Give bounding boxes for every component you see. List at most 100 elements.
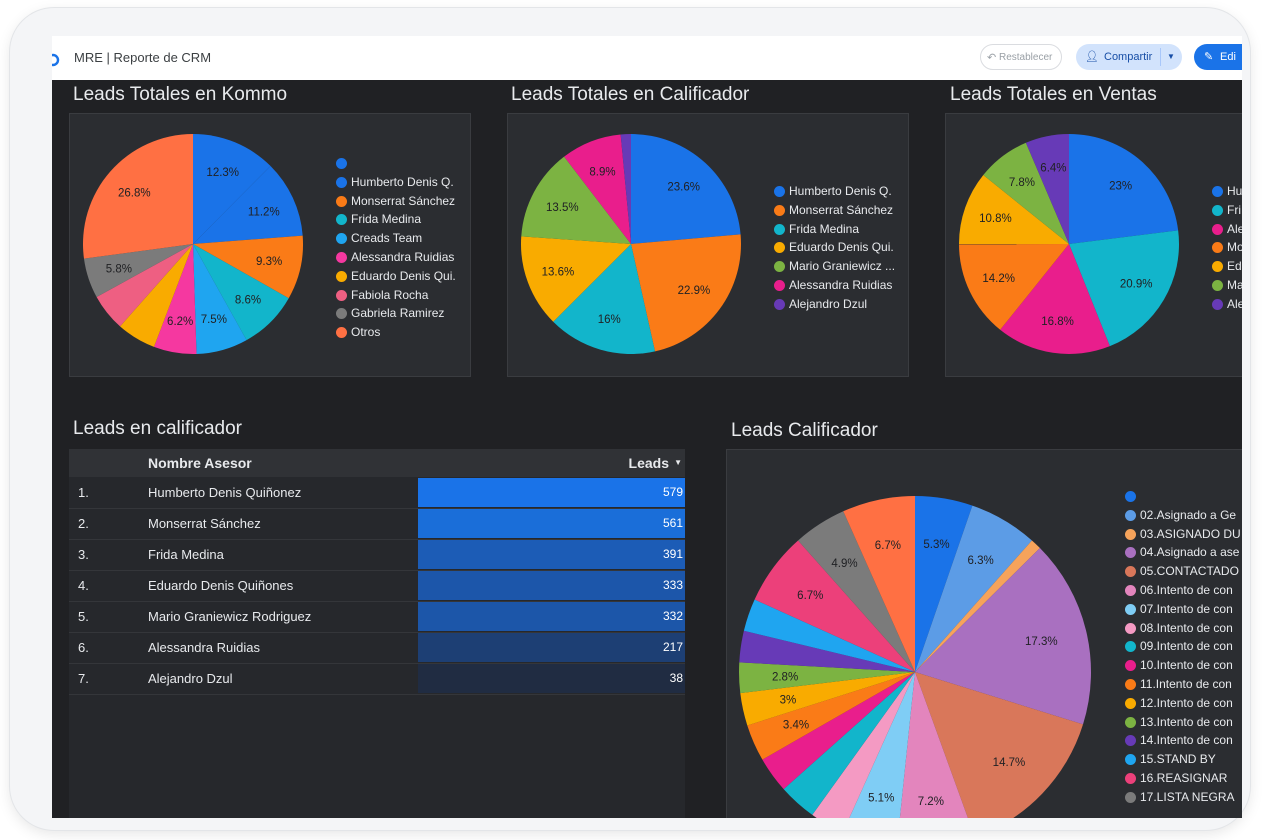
calificador-legend-item[interactable]: Frida Medina <box>774 220 895 239</box>
leads_calificador-legend-item[interactable]: 02.Asignado a Ge <box>1125 506 1241 525</box>
leads_calificador-slice-10[interactable] <box>747 672 915 760</box>
leads_calificador-slice-9[interactable] <box>762 672 915 790</box>
leads_calificador-legend-item[interactable]: 10.Intento de con <box>1125 656 1241 675</box>
leads_calificador-slice-14[interactable] <box>743 599 915 672</box>
leads_calificador-slice-2[interactable] <box>915 540 1040 672</box>
edit-button[interactable]: ✎ Edi <box>1194 44 1242 70</box>
leads_calificador-legend-item[interactable]: 03.ASIGNADO DU <box>1125 525 1241 544</box>
leads_calificador-legend-item[interactable]: 07.Intento de con <box>1125 600 1241 619</box>
leads_calificador-legend-item[interactable]: 04.Asignado a ase <box>1125 543 1241 562</box>
ventas-slice-1[interactable] <box>1069 230 1179 347</box>
leads-calificador-chart-card[interactable]: 5.3% 6.3% 17.3% 14.7% 7.2% 5.1% 3.4% 3% 2.8% 6.7%… <box>726 449 1242 818</box>
table-row[interactable]: 2. Monserrat Sánchez 561 <box>69 508 685 540</box>
kommo-legend-item[interactable]: Humberto Denis Q. <box>336 173 456 192</box>
kommo-slice-3[interactable] <box>193 244 289 341</box>
leads_calificador-slice-16[interactable] <box>798 511 915 672</box>
calificador-legend-item[interactable]: Humberto Denis Q. <box>774 182 895 201</box>
table-row[interactable]: 7. Alejandro Dzul 38 <box>69 663 685 695</box>
ventas-chart-card[interactable]: 23% 20.9% 16.8% 14.2% 10.8% 7.8% 6.4% Hu Fri Ale… <box>945 113 1242 377</box>
kommo-legend-item[interactable]: Fabiola Rocha <box>336 286 456 305</box>
calificador-slice-5[interactable] <box>564 134 631 244</box>
leads_calificador-slice-17[interactable] <box>843 496 915 672</box>
leads_calificador-legend-item[interactable]: 16.REASIGNAR <box>1125 769 1241 788</box>
leads-calificador-pie-chart[interactable]: 5.3% 6.3% 17.3% 14.7% 7.2% 5.1% 3.4% 3% 2.8% 6.7%… <box>723 472 1107 818</box>
ventas-legend-item[interactable]: Ale <box>1212 220 1242 239</box>
kommo-legend-item[interactable]: Monserrat Sánchez <box>336 192 456 211</box>
ventas-slice-5[interactable] <box>983 142 1069 244</box>
calificador-slice-2[interactable] <box>553 244 655 354</box>
calificador-slice-1[interactable] <box>631 234 741 352</box>
leads_calificador-legend-item[interactable]: 14.Intento de con <box>1125 731 1241 750</box>
ventas-legend-item[interactable]: Hu <box>1212 182 1242 201</box>
column-header-name[interactable]: Nombre Asesor <box>148 455 252 471</box>
leads_calificador-slice-6[interactable] <box>843 672 915 818</box>
leads_calificador-legend-item[interactable]: 11.Intento de con <box>1125 675 1241 694</box>
leads-table[interactable]: Nombre Asesor Leads ▼ 1. Humberto Denis Q… <box>69 449 685 818</box>
calificador-slice-3[interactable] <box>521 236 631 322</box>
table-row[interactable]: 1. Humberto Denis Quiñonez 579 <box>69 477 685 509</box>
chevron-down-icon[interactable]: ▼ <box>1167 52 1175 61</box>
kommo-legend-item[interactable]: Otros <box>336 323 456 342</box>
leads_calificador-slice-8[interactable] <box>783 672 915 815</box>
leads_calificador-slice-13[interactable] <box>739 630 915 672</box>
ventas-slice-3[interactable] <box>959 244 1069 330</box>
kommo-legend-item[interactable]: Gabriela Ramirez <box>336 304 456 323</box>
table-row[interactable]: 4. Eduardo Denis Quiñones 333 <box>69 570 685 602</box>
calificador-legend-item[interactable]: Monserrat Sánchez <box>774 201 895 220</box>
ventas-slice-2[interactable] <box>1000 244 1110 354</box>
kommo-slice-8[interactable] <box>83 244 193 297</box>
leads_calificador-legend-item[interactable] <box>1125 487 1241 506</box>
calificador-pie-chart[interactable]: 23.6% 22.9% 16% 13.6% 13.5% 8.9% <box>516 134 746 364</box>
leads_calificador-legend-item[interactable]: 06.Intento de con <box>1125 581 1241 600</box>
leads_calificador-legend-item[interactable]: 08.Intento de con <box>1125 619 1241 638</box>
leads_calificador-slice-0[interactable] <box>915 496 973 672</box>
kommo-legend-item[interactable] <box>336 154 456 173</box>
kommo-slice-6[interactable] <box>120 244 193 347</box>
ventas-legend-item[interactable]: Ma <box>1212 276 1242 295</box>
kommo-slice-9[interactable] <box>83 134 193 259</box>
kommo-chart-card[interactable]: 12.3% 11.2% 9.3% 8.6% 7.5% 6.2% 5.8% 26.8% Humb… <box>69 113 471 377</box>
calificador-legend-item[interactable]: Mario Graniewicz ... <box>774 257 895 276</box>
calificador-slice-0[interactable] <box>631 134 741 244</box>
kommo-slice-7[interactable] <box>96 244 193 327</box>
ventas-legend-item[interactable]: Mo <box>1212 238 1242 257</box>
leads_calificador-slice-5[interactable] <box>897 672 975 818</box>
kommo-slice-2[interactable] <box>193 235 303 299</box>
table-row[interactable]: 3. Frida Medina 391 <box>69 539 685 571</box>
column-header-leads[interactable]: Leads <box>628 455 669 471</box>
leads_calificador-slice-15[interactable] <box>754 540 915 672</box>
leads_calificador-legend-item[interactable]: 05.CONTACTADO <box>1125 562 1241 581</box>
leads_calificador-legend-item[interactable]: 12.Intento de con <box>1125 694 1241 713</box>
ventas-legend-item[interactable]: Ale <box>1212 295 1242 314</box>
kommo-legend-item[interactable]: Eduardo Denis Qui. <box>336 267 456 286</box>
calificador-slice-4[interactable] <box>521 156 631 244</box>
kommo-slice-0[interactable] <box>193 134 271 244</box>
ventas-slice-6[interactable] <box>1025 134 1069 244</box>
leads_calificador-slice-7[interactable] <box>812 672 915 818</box>
kommo-legend-item[interactable]: Creads Team <box>336 229 456 248</box>
calificador-legend-item[interactable]: Eduardo Denis Qui. <box>774 238 895 257</box>
table-row[interactable]: 6. Alessandra Ruidias 217 <box>69 632 685 664</box>
kommo-slice-5[interactable] <box>153 244 197 354</box>
calificador-legend-item[interactable]: Alejandro Dzul <box>774 295 895 314</box>
ventas-legend-item[interactable]: Fri <box>1212 201 1242 220</box>
sort-desc-icon[interactable]: ▼ <box>674 458 682 467</box>
kommo-pie-chart[interactable]: 12.3% 11.2% 9.3% 8.6% 7.5% 6.2% 5.8% 26.8% <box>78 134 308 364</box>
kommo-slice-1[interactable] <box>193 165 303 244</box>
leads_calificador-legend-item[interactable]: 17.LISTA NEGRA <box>1125 788 1241 807</box>
leads_calificador-slice-3[interactable] <box>915 548 1091 725</box>
leads_calificador-slice-11[interactable] <box>740 672 915 726</box>
kommo-legend-item[interactable]: Frida Medina <box>336 210 456 229</box>
ventas-pie-chart[interactable]: 23% 20.9% 16.8% 14.2% 10.8% 7.8% 6.4% <box>954 134 1184 364</box>
leads_calificador-legend-item[interactable]: 09.Intento de con <box>1125 637 1241 656</box>
ventas-slice-4[interactable] <box>959 175 1069 245</box>
leads_calificador-slice-4[interactable] <box>915 672 1084 818</box>
calificador-slice-6[interactable] <box>620 134 631 244</box>
kommo-slice-4[interactable] <box>193 244 247 354</box>
leads_calificador-legend-item[interactable]: 15.STAND BY <box>1125 750 1241 769</box>
ventas-slice-0[interactable] <box>1069 134 1179 244</box>
table-row[interactable]: 5. Mario Graniewicz Rodriguez 332 <box>69 601 685 633</box>
leads_calificador-legend-item[interactable]: 13.Intento de con <box>1125 713 1241 732</box>
calificador-chart-card[interactable]: 23.6% 22.9% 16% 13.6% 13.5% 8.9% Humberto Den… <box>507 113 909 377</box>
reset-button[interactable]: ↶ Restablecer <box>980 44 1062 70</box>
